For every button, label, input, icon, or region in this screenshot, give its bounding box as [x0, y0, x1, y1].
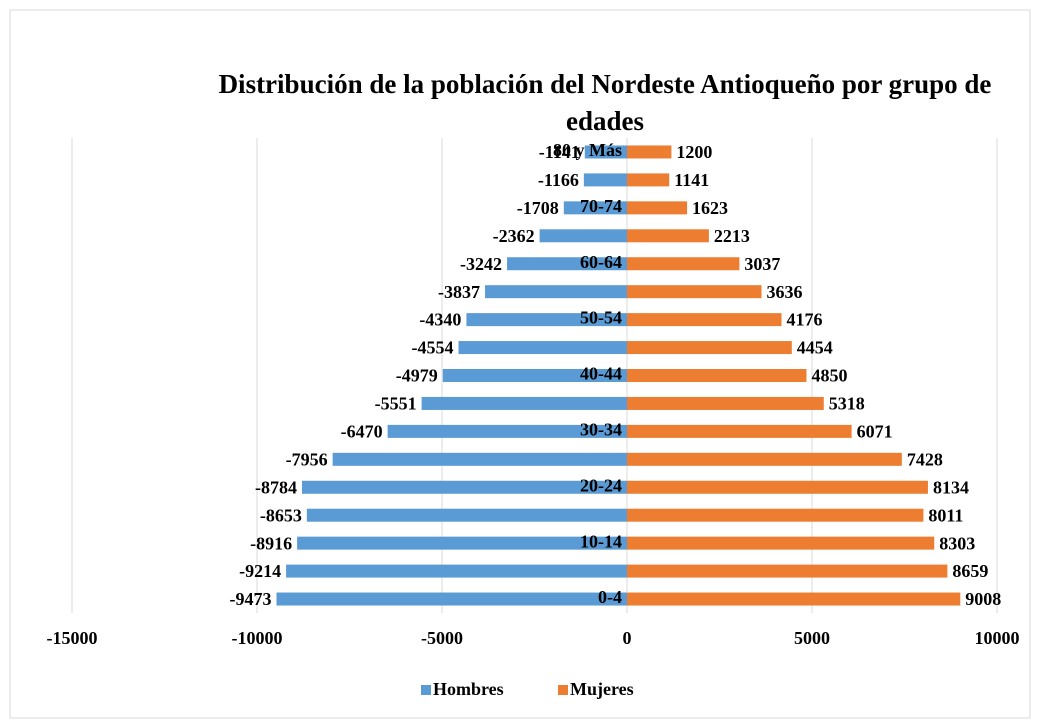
y-tick-label: 10-14 — [580, 531, 622, 551]
bar — [627, 564, 948, 578]
data-label: -9214 — [239, 561, 281, 581]
data-label: 3636 — [767, 282, 803, 302]
data-label: -7956 — [286, 449, 328, 469]
bar — [627, 145, 672, 159]
y-tick-label: 40-44 — [580, 364, 622, 384]
x-tick-label: 10000 — [975, 628, 1020, 648]
x-tick-label: -5000 — [421, 628, 463, 648]
bar — [286, 564, 627, 578]
data-label: -6470 — [341, 422, 383, 442]
bar — [507, 257, 627, 271]
data-label: -4340 — [419, 310, 461, 330]
bar — [627, 369, 807, 382]
bar — [301, 480, 627, 494]
bar — [458, 341, 627, 355]
data-label: 9008 — [965, 589, 1001, 609]
bar — [627, 480, 928, 494]
legend-swatch — [558, 685, 568, 695]
x-tick-label: 0 — [623, 628, 632, 648]
data-label: 4176 — [787, 310, 823, 330]
data-label: -3837 — [438, 282, 480, 302]
x-tick-label: -10000 — [232, 628, 283, 648]
data-label: -1141 — [539, 142, 580, 162]
data-label: -8653 — [260, 505, 302, 525]
data-label: 6071 — [857, 422, 893, 442]
bar — [297, 536, 627, 550]
data-label: 4850 — [811, 366, 847, 386]
bar — [421, 396, 627, 410]
y-tick-label: 30-34 — [580, 420, 622, 440]
y-tick-label: 80 y Más — [553, 140, 622, 160]
data-label: -4979 — [396, 366, 438, 386]
bar — [442, 369, 627, 382]
bar — [563, 201, 627, 215]
bar — [387, 424, 627, 438]
data-label: -1708 — [517, 198, 559, 218]
data-label: -9473 — [229, 589, 271, 609]
bar — [627, 508, 924, 522]
chart-frame — [9, 9, 1031, 719]
data-label: 5318 — [829, 394, 865, 414]
bar — [306, 508, 627, 522]
bar — [627, 257, 740, 271]
bar — [539, 229, 627, 243]
y-tick-label: 60-64 — [580, 252, 622, 272]
bar — [332, 452, 627, 466]
bar — [485, 285, 627, 299]
bar — [627, 201, 688, 215]
data-label: 8134 — [933, 477, 969, 497]
bar — [627, 452, 902, 466]
bar — [627, 173, 670, 187]
data-label: 1200 — [676, 142, 712, 162]
data-label: -8916 — [250, 533, 292, 553]
bar — [584, 145, 627, 159]
chart-title: Distribución de la población del Nordest… — [218, 69, 992, 136]
bar — [466, 313, 627, 327]
x-tick-label: -15000 — [47, 628, 98, 648]
bar — [627, 396, 824, 410]
y-tick-label: 50-54 — [580, 308, 622, 328]
data-label: -8784 — [255, 477, 297, 497]
legend-label: Mujeres — [570, 679, 634, 699]
data-label: 7428 — [907, 449, 943, 469]
y-tick-label: 20-24 — [580, 475, 622, 495]
x-tick-label: 5000 — [794, 628, 830, 648]
data-label: 4454 — [797, 338, 833, 358]
data-label: 1141 — [674, 170, 709, 190]
bar — [627, 229, 709, 243]
y-tick-label: 0-4 — [598, 587, 622, 607]
bar — [627, 313, 782, 327]
data-label: -1166 — [538, 170, 579, 190]
data-label: 1623 — [692, 198, 728, 218]
data-label: 8303 — [939, 533, 975, 553]
bar — [627, 285, 762, 299]
legend-swatch — [421, 685, 431, 695]
legend-label: Hombres — [433, 679, 504, 699]
bar — [276, 592, 627, 606]
bar — [627, 424, 852, 438]
bar — [583, 173, 627, 187]
data-label: -2362 — [493, 226, 535, 246]
bar — [627, 341, 792, 355]
data-label: -5551 — [375, 394, 417, 414]
bar — [627, 592, 961, 606]
bar — [627, 536, 935, 550]
data-label: 3037 — [744, 254, 780, 274]
y-tick-label: 70-74 — [580, 196, 622, 216]
data-label: -4554 — [412, 338, 454, 358]
data-label: 8011 — [928, 505, 963, 525]
data-label: 2213 — [714, 226, 750, 246]
data-label: 8659 — [952, 561, 988, 581]
data-label: -3242 — [460, 254, 502, 274]
